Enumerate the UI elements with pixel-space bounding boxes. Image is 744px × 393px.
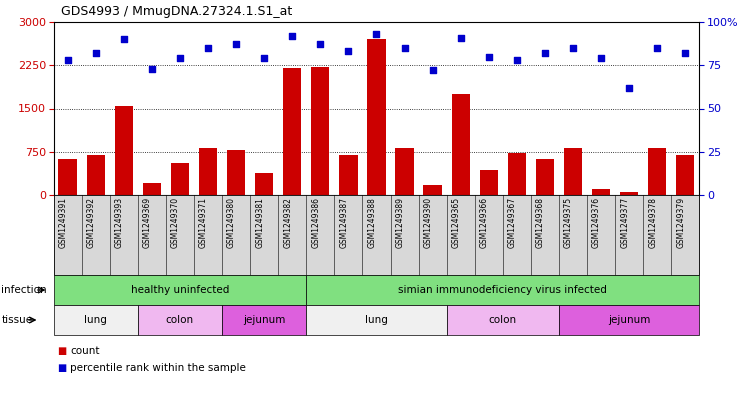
Text: GSM1249370: GSM1249370	[171, 197, 180, 248]
Point	[286, 33, 298, 39]
Point	[118, 36, 129, 42]
Point	[679, 50, 691, 56]
Bar	[311, 67, 330, 195]
Text: GSM1249380: GSM1249380	[227, 197, 236, 248]
Text: GSM1249391: GSM1249391	[59, 197, 68, 248]
Text: GSM1249369: GSM1249369	[143, 197, 152, 248]
Bar	[59, 159, 77, 195]
Text: simian immunodeficiency virus infected: simian immunodeficiency virus infected	[398, 285, 607, 295]
Bar	[395, 148, 414, 195]
Bar	[86, 154, 105, 195]
Text: GDS4993 / MmugDNA.27324.1.S1_at: GDS4993 / MmugDNA.27324.1.S1_at	[61, 5, 292, 18]
Text: percentile rank within the sample: percentile rank within the sample	[70, 364, 246, 373]
Text: GSM1249376: GSM1249376	[592, 197, 601, 248]
Point	[342, 48, 354, 55]
Text: count: count	[70, 346, 100, 356]
Point	[174, 55, 186, 61]
Text: jejunum: jejunum	[608, 315, 650, 325]
Text: jejunum: jejunum	[243, 315, 286, 325]
Text: tissue: tissue	[1, 315, 33, 325]
Text: infection: infection	[1, 285, 47, 295]
Bar	[507, 154, 526, 195]
Bar	[564, 148, 582, 195]
Text: GSM1249367: GSM1249367	[508, 197, 517, 248]
Text: GSM1249388: GSM1249388	[368, 197, 376, 248]
Text: GSM1249379: GSM1249379	[676, 197, 685, 248]
Text: GSM1249378: GSM1249378	[648, 197, 657, 248]
Point	[651, 45, 663, 51]
Point	[511, 57, 523, 63]
Point	[258, 55, 270, 61]
Bar	[115, 106, 133, 195]
Bar	[676, 154, 694, 195]
Point	[595, 55, 607, 61]
Text: GSM1249393: GSM1249393	[115, 197, 124, 248]
Bar	[171, 163, 189, 195]
Point	[623, 84, 635, 91]
Bar	[143, 184, 161, 195]
Bar	[255, 173, 273, 195]
Point	[455, 35, 466, 41]
Bar	[227, 150, 246, 195]
Point	[483, 53, 495, 60]
Text: GSM1249389: GSM1249389	[396, 197, 405, 248]
Point	[146, 66, 158, 72]
Bar	[199, 148, 217, 195]
Point	[567, 45, 579, 51]
Text: GSM1249377: GSM1249377	[620, 197, 629, 248]
Bar	[368, 39, 385, 195]
Text: colon: colon	[489, 315, 517, 325]
Text: ■: ■	[57, 364, 66, 373]
Point	[426, 67, 438, 73]
Bar	[536, 159, 554, 195]
Bar	[620, 191, 638, 195]
Point	[62, 57, 74, 63]
Point	[539, 50, 551, 56]
Bar	[648, 148, 667, 195]
Bar	[452, 94, 469, 195]
Text: colon: colon	[166, 315, 194, 325]
Text: GSM1249381: GSM1249381	[255, 197, 264, 248]
Point	[202, 45, 214, 51]
Bar	[592, 189, 610, 195]
Text: GSM1249368: GSM1249368	[536, 197, 545, 248]
Text: lung: lung	[84, 315, 107, 325]
Text: GSM1249365: GSM1249365	[452, 197, 461, 248]
Point	[371, 31, 382, 37]
Text: ■: ■	[57, 346, 66, 356]
Text: GSM1249387: GSM1249387	[339, 197, 348, 248]
Text: GSM1249386: GSM1249386	[311, 197, 321, 248]
Point	[90, 50, 102, 56]
Text: GSM1249375: GSM1249375	[564, 197, 573, 248]
Text: GSM1249382: GSM1249382	[283, 197, 292, 248]
Bar	[480, 170, 498, 195]
Text: GSM1249366: GSM1249366	[480, 197, 489, 248]
Bar	[423, 185, 442, 195]
Text: GSM1249371: GSM1249371	[199, 197, 208, 248]
Bar	[283, 68, 301, 195]
Text: GSM1249390: GSM1249390	[423, 197, 432, 248]
Text: GSM1249392: GSM1249392	[87, 197, 96, 248]
Point	[315, 41, 327, 48]
Point	[399, 45, 411, 51]
Point	[230, 41, 242, 48]
Text: healthy uninfected: healthy uninfected	[131, 285, 229, 295]
Text: lung: lung	[365, 315, 388, 325]
Bar	[339, 154, 358, 195]
